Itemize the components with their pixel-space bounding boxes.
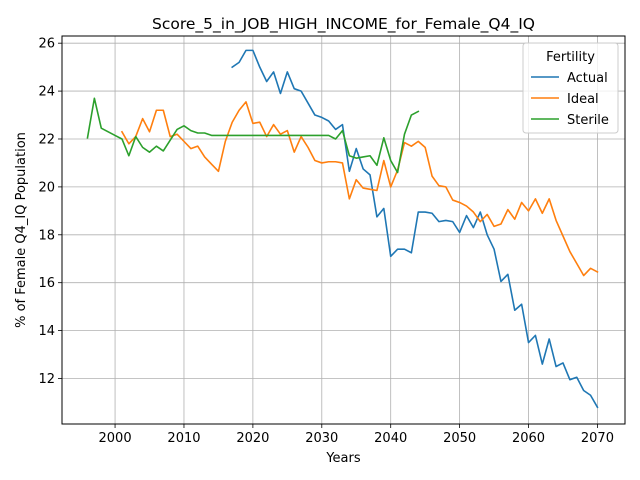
y-tick-label: 18 (38, 228, 55, 243)
series-line-sterile (86, 97, 420, 174)
x-tick-label: 2050 (443, 431, 476, 446)
chart-title: Score_5_in_JOB_HIGH_INCOME_for_Female_Q4… (152, 15, 535, 34)
legend: Fertility Actual Ideal Sterile (522, 42, 619, 134)
legend-label-actual: Actual (567, 71, 608, 86)
legend-label-ideal: Ideal (567, 92, 599, 107)
x-tick-label: 2070 (581, 431, 614, 446)
y-tick-label: 26 (38, 37, 55, 52)
x-tick-label: 2060 (512, 431, 545, 446)
y-tick-label: 14 (38, 324, 55, 339)
legend-title: Fertility (546, 50, 595, 65)
series-line-ideal (120, 101, 599, 277)
x-tick-label: 2020 (236, 431, 269, 446)
x-tick-label: 2010 (167, 431, 200, 446)
x-tick-label: 2000 (99, 431, 132, 446)
plot-area-frame (61, 35, 626, 425)
y-axis-label: % of Female Q4_IQ Population (14, 132, 29, 328)
series-line-actual (231, 49, 599, 409)
y-tick-label: 24 (38, 85, 55, 100)
y-tick-label: 12 (38, 372, 55, 387)
x-axis-label: Years (325, 451, 361, 466)
x-tick-label: 2030 (305, 431, 338, 446)
y-axis-ticks: 12 14 16 18 20 22 24 26 (38, 37, 62, 387)
x-tick-label: 2040 (374, 431, 407, 446)
legend-box (522, 42, 619, 134)
series-lines (86, 49, 599, 409)
y-tick-label: 20 (38, 180, 55, 195)
legend-label-sterile: Sterile (567, 113, 609, 128)
x-axis-ticks: 2000 2010 2020 2030 2040 2050 2060 2070 (99, 424, 614, 446)
y-tick-label: 16 (38, 276, 55, 291)
y-tick-label: 22 (38, 132, 55, 147)
